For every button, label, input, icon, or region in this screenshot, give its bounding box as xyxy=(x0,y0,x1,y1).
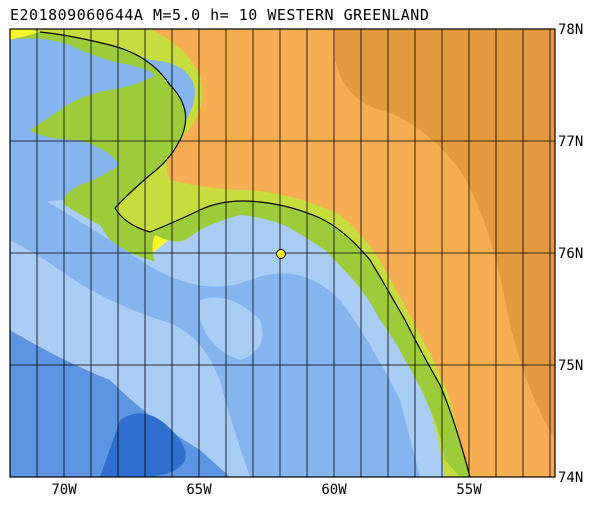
longitude-label: 70W xyxy=(51,482,77,498)
shallow-patch xyxy=(200,297,263,360)
deep-basin-2 xyxy=(100,413,186,477)
latitude-label: 76N xyxy=(558,246,584,262)
northern-peninsula xyxy=(12,32,470,477)
map-title: E201809060644A M=5.0 h= 10 WESTERN GREEN… xyxy=(10,6,430,24)
longitude-label: 55W xyxy=(456,482,482,498)
latitude-label: 74N xyxy=(558,470,584,486)
longitude-label: 65W xyxy=(186,482,212,498)
latitude-label: 78N xyxy=(558,22,584,38)
epicenter-marker[interactable] xyxy=(276,249,286,259)
ice-sheet xyxy=(335,29,555,440)
latitude-label: 77N xyxy=(558,134,584,150)
latitude-label: 75N xyxy=(558,358,584,374)
coastline xyxy=(39,31,471,478)
longitude-label: 60W xyxy=(321,482,347,498)
